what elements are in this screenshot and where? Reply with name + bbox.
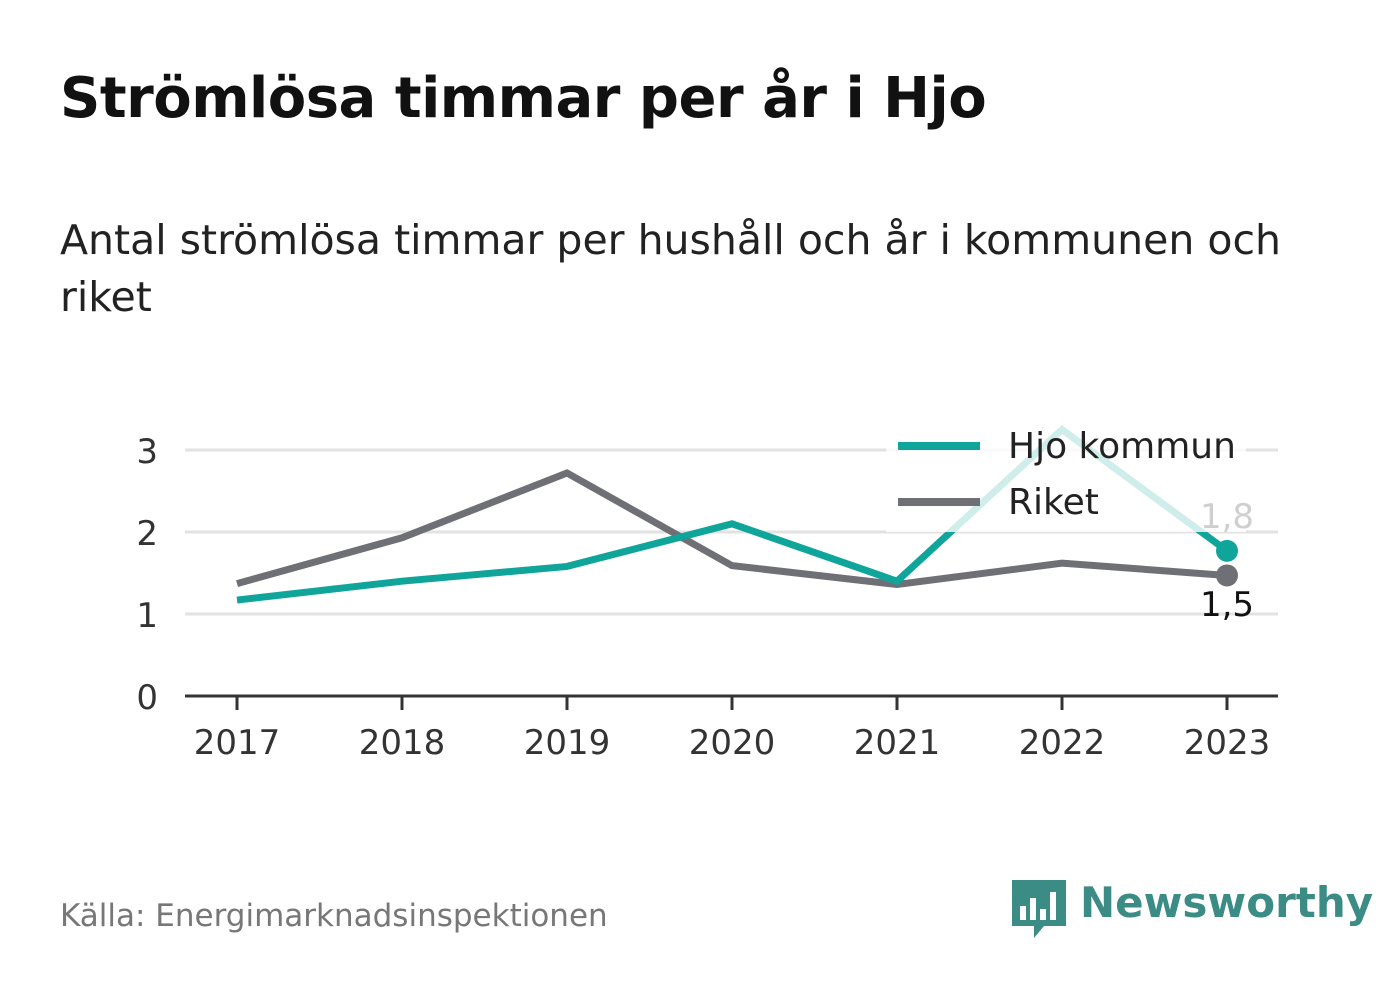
chart-subtitle: Antal strömlösa timmar per hushåll och å… <box>60 216 1281 321</box>
legend-label-hjo-kommun: Hjo kommun <box>1008 426 1236 467</box>
legend-background <box>886 420 1246 532</box>
x-tick-label: 2020 <box>689 723 776 763</box>
legend-label-riket: Riket <box>1008 482 1099 523</box>
y-tick-label: 1 <box>136 596 158 636</box>
chart-title: Strömlösa timmar per år i Hjo <box>60 66 987 131</box>
x-tick-label: 2021 <box>854 723 941 763</box>
series-line-riket <box>236 469 1228 589</box>
x-tick-label: 2019 <box>524 723 611 763</box>
end-labels: 1,8 1,5 <box>1200 497 1254 625</box>
y-tick-label: 0 <box>136 678 158 718</box>
y-tick-label: 2 <box>136 514 158 554</box>
x-tick-label: 2017 <box>194 723 281 763</box>
brand-logo: Newsworthy <box>1008 876 1373 942</box>
x-tick-label: 2018 <box>359 723 446 763</box>
axis-layer: 0 1 2 3 2017 2018 2019 2020 2021 2022 2023 <box>136 432 1278 763</box>
source-note: Källa: Energimarknadsinspektionen <box>60 898 608 934</box>
x-tick-label: 2023 <box>1184 723 1271 763</box>
series-end-point-hjo-kommun <box>1216 539 1238 562</box>
newsworthy-logo-icon <box>1012 880 1066 938</box>
x-tick-label: 2022 <box>1019 723 1106 763</box>
end-label-hjo-kommun: 1,8 <box>1200 497 1254 537</box>
series-end-point-riket <box>1216 564 1238 587</box>
y-tick-label: 3 <box>136 432 158 472</box>
brand-name: Newsworthy <box>1080 878 1374 927</box>
end-label-riket: 1,5 <box>1200 585 1254 625</box>
legend: Hjo kommun Riket <box>886 420 1246 532</box>
